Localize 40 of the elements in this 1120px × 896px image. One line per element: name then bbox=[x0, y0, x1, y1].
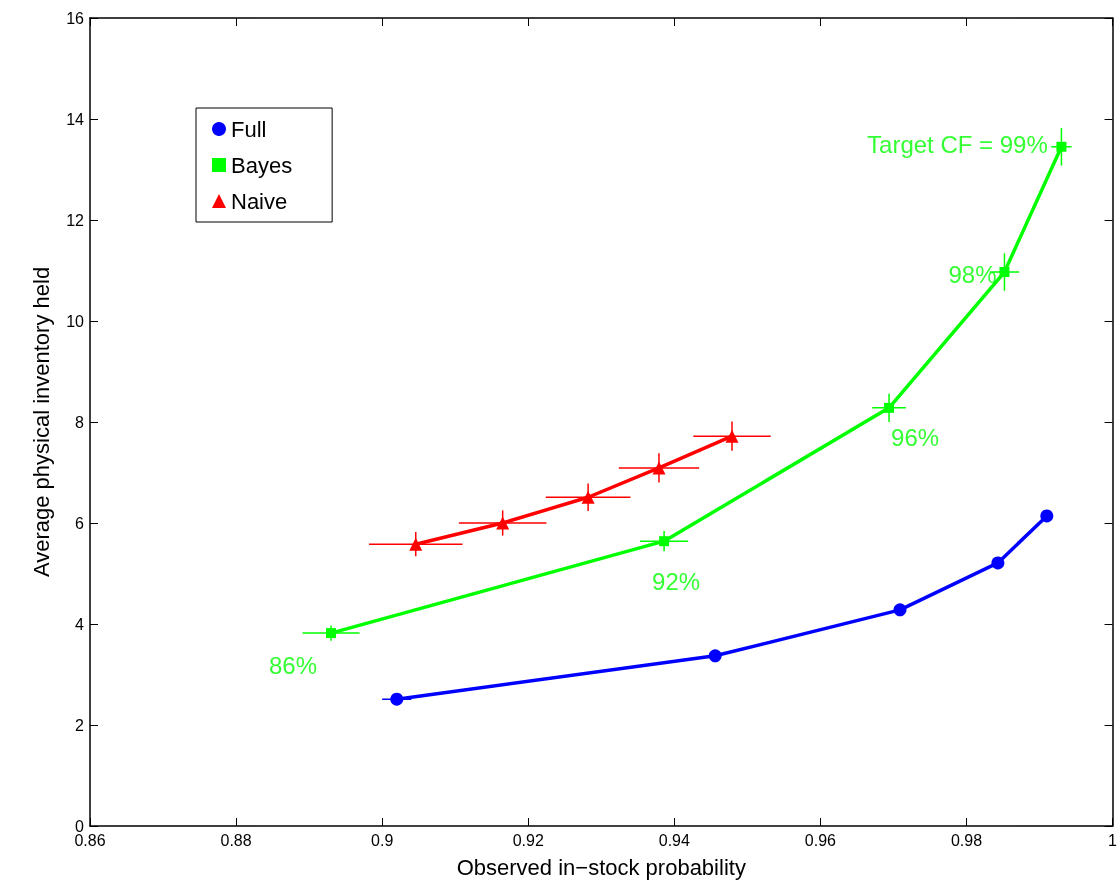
point bbox=[1056, 141, 1067, 152]
y-tick-label: 16 bbox=[66, 9, 85, 27]
point bbox=[999, 267, 1010, 278]
point bbox=[581, 490, 595, 504]
point bbox=[496, 516, 510, 530]
x-tick-label: 0.98 bbox=[950, 831, 983, 849]
y-tick-label: 12 bbox=[66, 211, 85, 229]
x-tick-label: 0.96 bbox=[804, 831, 837, 849]
legend-label: Full bbox=[231, 116, 267, 142]
point bbox=[659, 536, 670, 547]
point bbox=[1040, 509, 1054, 523]
legend-label: Bayes bbox=[231, 152, 293, 178]
x-tick-label: 1 bbox=[1108, 831, 1118, 849]
y-tick-label: 2 bbox=[75, 716, 85, 734]
legend-label: Naive bbox=[231, 188, 288, 214]
point bbox=[652, 461, 666, 475]
x-axis-title: Observed in−stock probability bbox=[456, 854, 746, 880]
x-tick-label: 0.92 bbox=[512, 831, 544, 849]
point bbox=[893, 603, 907, 617]
annotation: Target CF = 99% bbox=[867, 131, 1048, 159]
y-tick-label: 4 bbox=[75, 615, 85, 633]
point bbox=[725, 429, 739, 443]
x-tick-label: 0.9 bbox=[371, 831, 394, 849]
y-tick-label: 10 bbox=[66, 312, 85, 330]
annotation: 98% bbox=[948, 260, 997, 288]
point bbox=[708, 649, 722, 663]
annotation: 86% bbox=[269, 651, 318, 679]
annotation: 96% bbox=[891, 424, 940, 452]
y-tick-label: 14 bbox=[66, 110, 85, 128]
point bbox=[991, 556, 1005, 570]
y-tick-label: 8 bbox=[75, 413, 85, 431]
annotation: 92% bbox=[652, 567, 701, 595]
y-axis-title: Average physical inventory held bbox=[28, 266, 54, 578]
point bbox=[884, 402, 895, 413]
x-tick-label: 0.94 bbox=[658, 831, 690, 849]
point bbox=[409, 537, 423, 551]
x-tick-label: 0.88 bbox=[220, 831, 252, 849]
y-tick-label: 6 bbox=[75, 514, 85, 532]
point bbox=[326, 628, 337, 639]
point bbox=[390, 692, 404, 706]
